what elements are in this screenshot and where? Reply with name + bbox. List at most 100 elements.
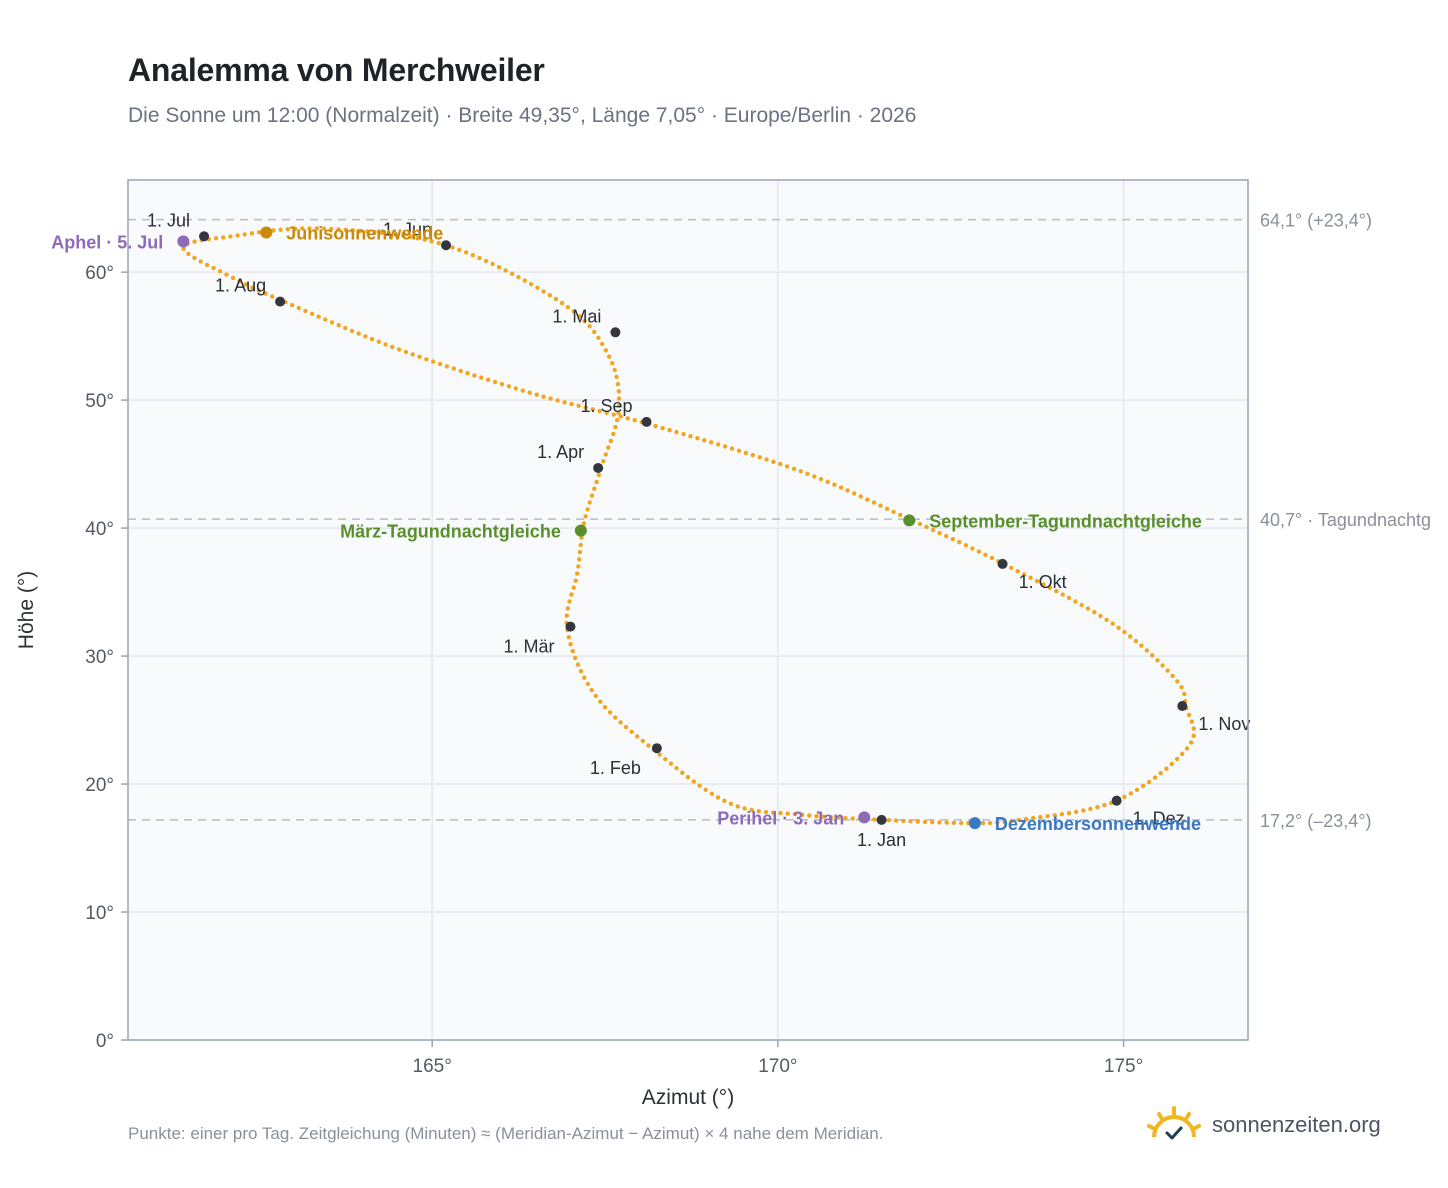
day-dot xyxy=(285,227,290,232)
event-marker xyxy=(574,524,587,537)
day-dot xyxy=(528,282,534,287)
day-dot xyxy=(567,599,572,604)
day-dot xyxy=(784,464,790,469)
day-dot xyxy=(1189,740,1194,745)
day-dot xyxy=(606,445,611,450)
y-axis-label: Höhe (°) xyxy=(15,571,38,649)
day-dot xyxy=(403,349,409,355)
day-dot xyxy=(1009,565,1014,571)
day-dot xyxy=(329,226,334,232)
day-dot xyxy=(577,549,583,555)
day-dot xyxy=(616,403,622,408)
day-dot xyxy=(1116,625,1121,630)
day-dot xyxy=(865,497,870,502)
day-dot xyxy=(516,274,521,280)
day-dot xyxy=(1015,569,1020,574)
month-marker xyxy=(997,558,1008,569)
day-dot xyxy=(1158,771,1163,776)
day-dot xyxy=(256,288,262,293)
day-dot xyxy=(1191,726,1196,731)
day-dot xyxy=(695,436,700,441)
day-dot xyxy=(743,450,749,456)
day-dot xyxy=(608,438,613,444)
day-dot xyxy=(541,394,546,399)
day-dot xyxy=(987,820,993,826)
chart-subtitle: Die Sonne um 12:00 (Normalzeit) · Breite… xyxy=(128,104,917,127)
day-dot xyxy=(1180,751,1185,757)
day-dot xyxy=(1074,809,1079,815)
day-dot xyxy=(750,452,755,458)
day-dot xyxy=(616,410,621,416)
day-dot xyxy=(386,231,392,236)
day-dot xyxy=(858,494,863,499)
sun-check-icon xyxy=(1147,1106,1201,1140)
day-dot xyxy=(408,234,413,239)
day-dot xyxy=(917,521,923,527)
day-dot xyxy=(213,236,219,241)
day-dot xyxy=(1066,595,1072,601)
day-dot xyxy=(465,371,470,376)
day-dot xyxy=(527,390,532,395)
day-dot xyxy=(878,503,883,508)
day-dot xyxy=(296,305,301,311)
day-dot xyxy=(674,429,679,435)
day-dot xyxy=(323,317,328,322)
day-dot xyxy=(1191,733,1196,738)
day-dot xyxy=(1144,648,1150,653)
day-dot xyxy=(198,259,203,264)
day-dot xyxy=(989,555,995,561)
day-dot xyxy=(729,446,735,451)
day-dot xyxy=(492,379,498,385)
x-tick-label: 175° xyxy=(1104,1056,1143,1077)
event-marker xyxy=(858,811,871,824)
day-dot xyxy=(506,384,512,389)
day-dot xyxy=(657,752,662,757)
day-dot xyxy=(372,229,377,235)
day-dot xyxy=(930,527,936,533)
event-label: Aphel · 5. Jul xyxy=(51,232,163,252)
day-dot xyxy=(825,479,830,485)
day-dot xyxy=(1175,679,1180,684)
month-marker xyxy=(593,462,604,473)
day-dot xyxy=(791,466,797,471)
day-dot xyxy=(263,291,268,296)
day-dot xyxy=(668,761,674,766)
day-dot xyxy=(192,255,197,261)
day-dot xyxy=(722,444,728,449)
month-label: 1. Sep xyxy=(580,396,632,416)
day-dot xyxy=(1081,808,1086,813)
day-dot xyxy=(1139,643,1144,648)
day-dot xyxy=(1047,585,1053,590)
day-dot xyxy=(571,585,576,590)
day-dot xyxy=(565,305,571,310)
day-dot xyxy=(1023,816,1029,822)
day-dot xyxy=(250,285,255,290)
day-dot xyxy=(307,226,312,231)
day-dot xyxy=(336,227,341,232)
day-dot xyxy=(571,309,576,314)
brand[interactable]: sonnenzeiten.org xyxy=(1146,1100,1381,1150)
month-marker xyxy=(565,621,576,632)
day-dot xyxy=(771,810,776,815)
day-dot xyxy=(1160,663,1165,668)
month-label: 1. Jan xyxy=(857,830,906,850)
event-label: September-Tagundnachtgleiche xyxy=(929,511,1202,531)
event-label: März-Tagundnachtgleiche xyxy=(340,522,561,542)
day-dot xyxy=(509,271,515,276)
day-dot xyxy=(271,228,276,233)
day-dot xyxy=(181,246,186,251)
day-dot xyxy=(242,232,247,237)
day-dot xyxy=(763,809,769,815)
day-dot xyxy=(691,779,696,784)
month-label: 1. Feb xyxy=(590,758,641,778)
day-dot xyxy=(703,787,708,792)
day-dot xyxy=(1134,787,1140,792)
day-dot xyxy=(429,239,434,244)
x-axis-label: Azimut (°) xyxy=(642,1086,734,1109)
day-dot xyxy=(828,815,834,820)
day-dot xyxy=(702,438,707,443)
day-dot xyxy=(607,710,613,715)
day-dot xyxy=(616,396,622,401)
day-dot xyxy=(590,407,595,412)
month-marker xyxy=(1111,795,1122,806)
